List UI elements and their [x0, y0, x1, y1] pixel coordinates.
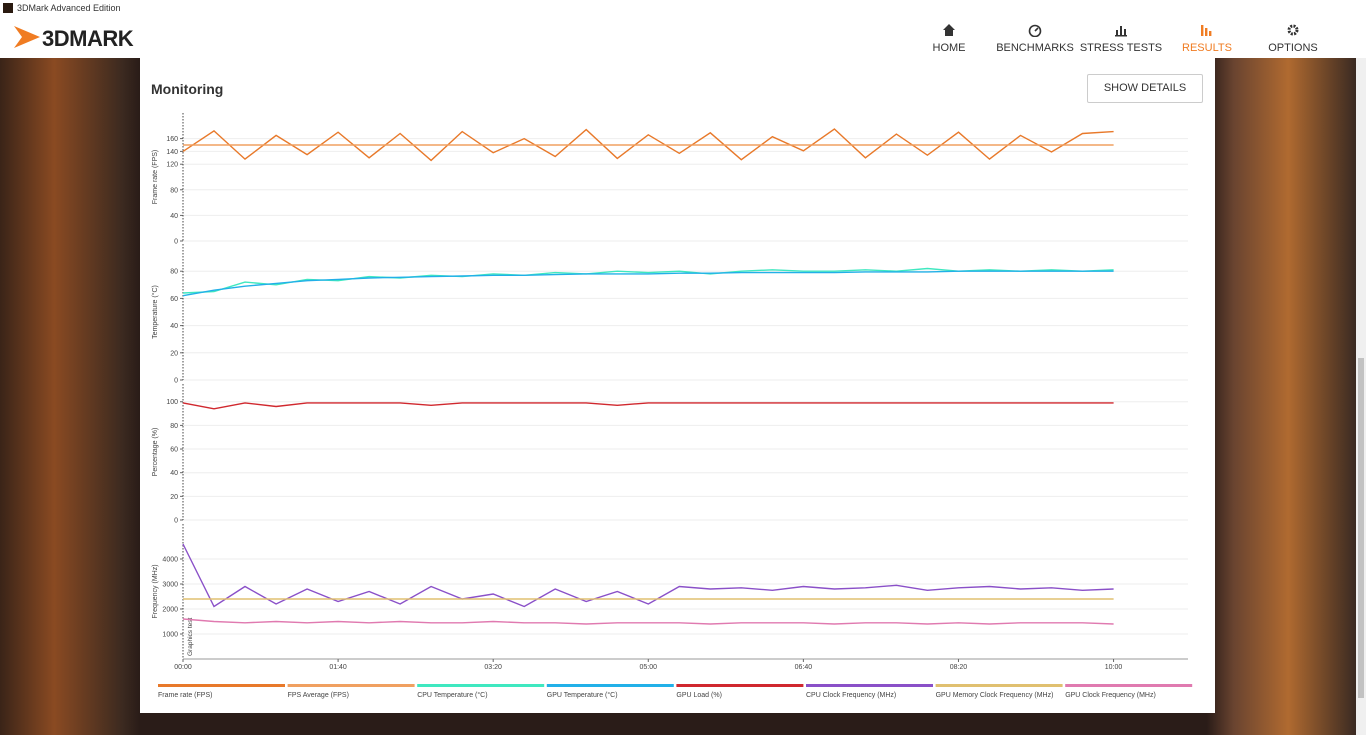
nav-item[interactable]: STRESS TESTS	[1078, 20, 1164, 56]
legend-swatch	[1065, 684, 1193, 687]
nav-icon	[1028, 24, 1042, 37]
legend-swatch	[158, 684, 285, 687]
x-tick-label: 00:00	[174, 664, 192, 671]
y-tick-label: 80	[170, 423, 178, 430]
nav-icon	[1115, 26, 1127, 37]
y-tick-label: 160	[166, 136, 178, 143]
nav-label: HOME	[932, 42, 966, 54]
nav-label: OPTIONS	[1268, 42, 1318, 54]
legend-swatch	[417, 684, 545, 687]
results-panel: Monitoring SHOW DETAILS	[140, 58, 1215, 713]
nav-icon	[1287, 24, 1299, 36]
y-tick-label: 20	[170, 350, 178, 357]
y-tick-label: 60	[170, 447, 178, 454]
nav-icon	[943, 24, 955, 36]
y-tick-label: 0	[174, 239, 178, 246]
legend-swatch	[287, 684, 415, 687]
y-axis-title: Percentage (%)	[152, 428, 159, 477]
y-tick-label: 2000	[162, 607, 178, 614]
y-tick-label: 100	[166, 399, 178, 406]
legend-swatch	[935, 684, 1063, 687]
y-tick-label: 4000	[162, 557, 178, 564]
legend-label: GPU Memory Clock Frequency (MHz)	[936, 692, 1054, 699]
nav-icon	[1201, 25, 1212, 36]
y-tick-label: 40	[170, 213, 178, 220]
scrollbar[interactable]	[1356, 58, 1366, 735]
y-axis-title: Temperature (°C)	[151, 285, 159, 339]
legend-label: CPU Clock Frequency (MHz)	[806, 692, 896, 699]
y-tick-label: 3000	[162, 582, 178, 589]
y-axis-title: Frame rate (FPS)	[152, 150, 159, 204]
y-tick-label: 20	[170, 494, 178, 501]
x-tick-label: 05:00	[640, 664, 658, 671]
y-tick-label: 0	[174, 518, 178, 525]
y-tick-label: 140	[166, 149, 178, 156]
series-line	[182, 543, 1114, 608]
legend-swatch	[676, 684, 804, 687]
nav: HOME BENCHMARKS STRESS TESTS RESULTS OPTIONS	[906, 20, 1336, 56]
x-tick-label: 08:20	[950, 664, 968, 671]
legend-swatch	[806, 684, 933, 687]
x-tick-label: 06:40	[795, 664, 813, 671]
y-tick-label: 0	[174, 378, 178, 385]
y-tick-label: 40	[170, 323, 178, 330]
series-line	[182, 128, 1114, 162]
x-tick-label: 03:20	[484, 664, 502, 671]
show-details-button[interactable]: SHOW DETAILS	[1087, 74, 1203, 103]
logo: 3DMARK	[42, 26, 134, 51]
y-tick-label: 1000	[162, 632, 178, 639]
x-tick-label: 10:00	[1105, 664, 1123, 671]
y-axis-title: Frequency (MHz)	[152, 564, 159, 618]
title-bar: 3DMark Advanced Edition	[0, 0, 1366, 16]
series-line	[182, 270, 1114, 297]
nav-item[interactable]: HOME	[906, 20, 992, 56]
window-title: 3DMark Advanced Edition	[17, 3, 121, 13]
legend-label: CPU Temperature (°C)	[417, 691, 487, 699]
annotation: Graphics test	[187, 618, 194, 656]
legend-label: FPS Average (FPS)	[288, 692, 349, 699]
legend-label: GPU Temperature (°C)	[547, 691, 618, 699]
legend-label: GPU Load (%)	[676, 692, 722, 699]
nav-label: BENCHMARKS	[996, 42, 1074, 54]
nav-item[interactable]: OPTIONS	[1250, 20, 1336, 56]
y-tick-label: 120	[166, 162, 178, 169]
y-tick-label: 60	[170, 296, 178, 303]
nav-item[interactable]: BENCHMARKS	[992, 20, 1078, 56]
y-tick-label: 80	[170, 187, 178, 194]
legend-swatch	[546, 684, 674, 687]
nav-label: STRESS TESTS	[1079, 42, 1163, 54]
section-title: Monitoring	[151, 81, 224, 97]
app-icon	[3, 3, 13, 13]
header: 3DMARK HOME BENCHMARKS STRESS TESTS RESULTS…	[0, 16, 1366, 58]
series-line	[182, 618, 1114, 625]
scroll-thumb[interactable]	[1358, 358, 1364, 698]
legend-label: Frame rate (FPS)	[158, 692, 212, 699]
monitoring-chart: 0 40 80 120 140 160 Frame rate (FPS) 0 20 40 60 80 T…	[151, 113, 1193, 699]
nav-label: RESULTS	[1182, 42, 1232, 54]
x-tick-label: 01:40	[329, 664, 347, 671]
nav-item[interactable]: RESULTS	[1164, 20, 1250, 56]
y-tick-label: 40	[170, 470, 178, 477]
logo-mark	[14, 26, 40, 48]
y-tick-label: 80	[170, 269, 178, 276]
series-line	[182, 402, 1114, 410]
legend-label: GPU Clock Frequency (MHz)	[1065, 692, 1156, 699]
